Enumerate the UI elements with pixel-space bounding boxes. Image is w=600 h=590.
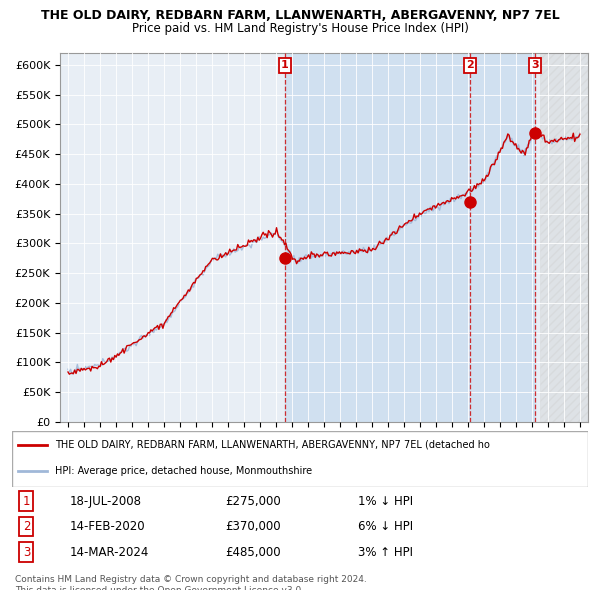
Text: THE OLD DAIRY, REDBARN FARM, LLANWENARTH, ABERGAVENNY, NP7 7EL (detached ho: THE OLD DAIRY, REDBARN FARM, LLANWENARTH… [55,440,490,450]
Text: 3: 3 [23,546,30,559]
Text: THE OLD DAIRY, REDBARN FARM, LLANWENARTH, ABERGAVENNY, NP7 7EL: THE OLD DAIRY, REDBARN FARM, LLANWENARTH… [41,9,559,22]
Bar [284,53,535,422]
Text: 2: 2 [466,61,474,70]
Text: 3: 3 [532,61,539,70]
Text: 2: 2 [23,520,30,533]
Text: 18-JUL-2008: 18-JUL-2008 [70,494,142,507]
Text: 3% ↑ HPI: 3% ↑ HPI [358,546,413,559]
Text: £275,000: £275,000 [225,494,281,507]
Text: 6% ↓ HPI: 6% ↓ HPI [358,520,413,533]
Text: 14-MAR-2024: 14-MAR-2024 [70,546,149,559]
Text: Price paid vs. HM Land Registry's House Price Index (HPI): Price paid vs. HM Land Registry's House … [131,22,469,35]
Text: HPI: Average price, detached house, Monmouthshire: HPI: Average price, detached house, Monm… [55,466,313,476]
Text: 1% ↓ HPI: 1% ↓ HPI [358,494,413,507]
Text: Contains HM Land Registry data © Crown copyright and database right 2024.
This d: Contains HM Land Registry data © Crown c… [15,575,367,590]
Text: £485,000: £485,000 [225,546,281,559]
Text: £370,000: £370,000 [225,520,281,533]
Text: 14-FEB-2020: 14-FEB-2020 [70,520,145,533]
Text: 1: 1 [281,61,289,70]
FancyBboxPatch shape [12,431,588,487]
Bar [540,53,588,422]
Text: 1: 1 [23,494,30,507]
